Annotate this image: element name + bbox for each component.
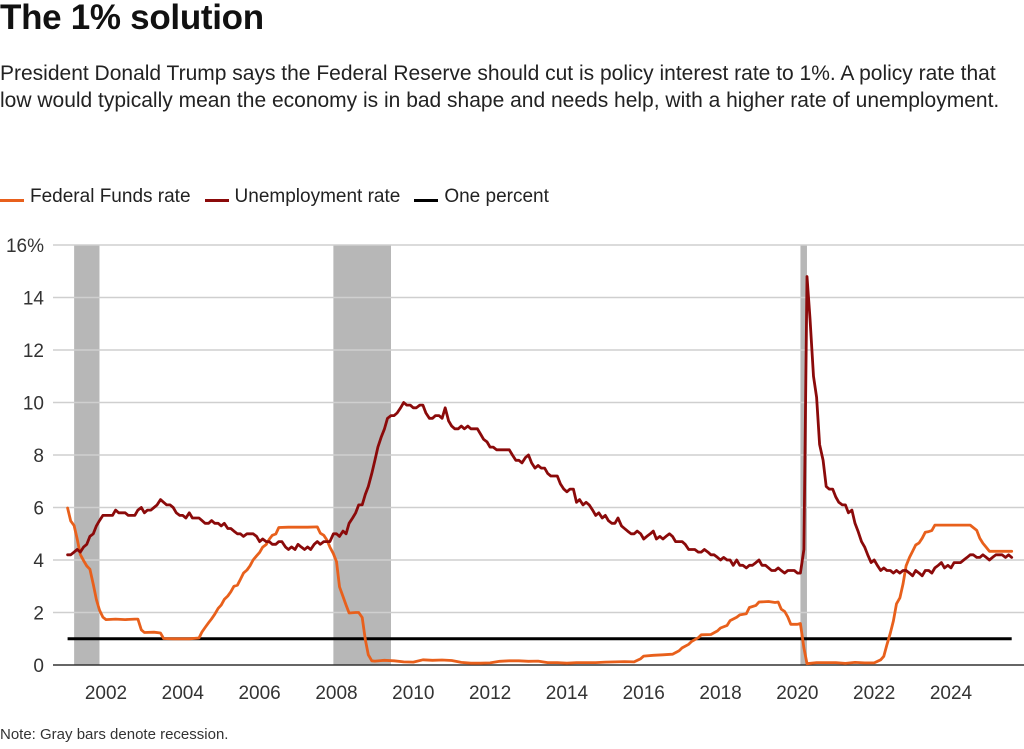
y-tick-label: 16% <box>6 236 44 257</box>
y-tick-label: 2 <box>33 604 44 625</box>
legend-swatch-unemployment <box>204 198 229 202</box>
x-tick-label: 2016 <box>623 683 665 704</box>
y-tick-label: 6 <box>33 499 44 520</box>
legend-item-federal-funds: Federal Funds rate <box>0 186 191 208</box>
y-tick-label: 0 <box>33 656 44 677</box>
federal-funds-rate-line <box>66 506 1014 666</box>
footer-note: Note: Gray bars denote recession. <box>0 726 229 743</box>
legend-swatch-federal-funds <box>0 198 24 202</box>
x-tick-label: 2010 <box>392 683 434 704</box>
x-tick-label: 2002 <box>85 683 127 704</box>
y-tick-label: 10 <box>23 394 44 415</box>
x-tick-label: 2018 <box>699 683 741 704</box>
chart-legend: Federal Funds rate Unemployment rate One… <box>0 186 563 208</box>
y-tick-label: 8 <box>33 446 44 467</box>
x-tick-label: 2006 <box>238 683 280 704</box>
series-lines <box>66 275 1014 666</box>
legend-item-one-percent: One percent <box>414 186 549 208</box>
x-tick-label: 2008 <box>315 683 357 704</box>
legend-label-unemployment: Unemployment rate <box>234 186 401 207</box>
y-tick-label: 12 <box>23 341 44 362</box>
legend-label-one-percent: One percent <box>444 186 549 207</box>
legend-swatch-one-percent <box>414 198 439 202</box>
chart-subtitle: President Donald Trump says the Federal … <box>0 62 1000 112</box>
x-tick-label: 2014 <box>546 683 589 704</box>
x-tick-label: 2022 <box>853 683 895 704</box>
y-axis-ticks: 0 2 4 6 8 10 12 14 16% <box>6 236 44 677</box>
x-axis-ticks: 2002 2004 2006 2008 2010 2012 2014 2016 2018 2020… <box>85 683 973 704</box>
gridlines <box>53 244 1024 666</box>
x-tick-label: 2012 <box>469 683 511 704</box>
legend-item-unemployment: Unemployment rate <box>204 186 401 208</box>
x-tick-label: 2004 <box>162 683 205 704</box>
legend-label-federal-funds: Federal Funds rate <box>30 186 191 207</box>
x-tick-label: 2024 <box>930 683 973 704</box>
y-tick-label: 4 <box>33 551 44 572</box>
x-tick-label: 2020 <box>776 683 818 704</box>
unemployment-rate-line <box>66 275 1014 578</box>
y-tick-label: 14 <box>23 289 45 310</box>
chart-title: The 1% solution <box>0 0 264 37</box>
